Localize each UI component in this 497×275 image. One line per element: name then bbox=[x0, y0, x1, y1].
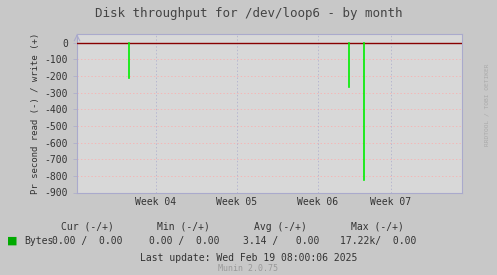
Text: Munin 2.0.75: Munin 2.0.75 bbox=[219, 265, 278, 273]
Text: 0.00 /  0.00: 0.00 / 0.00 bbox=[52, 236, 122, 246]
Text: Last update: Wed Feb 19 08:00:06 2025: Last update: Wed Feb 19 08:00:06 2025 bbox=[140, 253, 357, 263]
Text: Week 06: Week 06 bbox=[297, 197, 338, 207]
Text: Cur (-/+): Cur (-/+) bbox=[61, 222, 113, 232]
Text: 17.22k/  0.00: 17.22k/ 0.00 bbox=[339, 236, 416, 246]
Text: RRDTOOL / TOBI OETIKER: RRDTOOL / TOBI OETIKER bbox=[485, 63, 490, 146]
Text: Bytes: Bytes bbox=[24, 236, 53, 246]
Y-axis label: Pr second read (-) / write (+): Pr second read (-) / write (+) bbox=[31, 33, 40, 194]
Text: Avg (-/+): Avg (-/+) bbox=[254, 222, 307, 232]
Text: Disk throughput for /dev/loop6 - by month: Disk throughput for /dev/loop6 - by mont… bbox=[95, 7, 402, 20]
Text: Min (-/+): Min (-/+) bbox=[158, 222, 210, 232]
Text: Max (-/+): Max (-/+) bbox=[351, 222, 404, 232]
Text: Week 05: Week 05 bbox=[216, 197, 257, 207]
Text: ■: ■ bbox=[7, 236, 18, 246]
Text: 0.00 /  0.00: 0.00 / 0.00 bbox=[149, 236, 219, 246]
Text: Week 07: Week 07 bbox=[370, 197, 412, 207]
Text: Week 04: Week 04 bbox=[136, 197, 176, 207]
Text: 3.14 /   0.00: 3.14 / 0.00 bbox=[243, 236, 319, 246]
